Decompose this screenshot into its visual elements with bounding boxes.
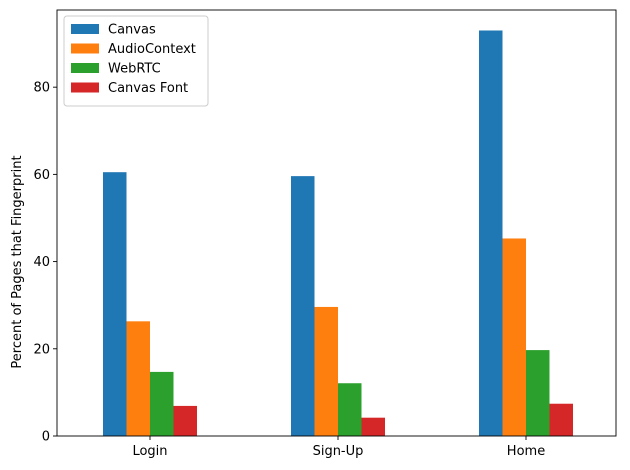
x-tick-label: Sign-Up — [313, 444, 364, 459]
legend-swatch — [71, 43, 99, 54]
legend-label: Canvas Font — [108, 81, 188, 96]
bar-webrtc-home — [526, 350, 550, 436]
legend-label: WebRTC — [108, 62, 161, 77]
bar-canvas-home — [479, 30, 503, 437]
y-tick-label: 20 — [33, 342, 50, 357]
bar-canvas-font-home — [549, 403, 573, 436]
bar-canvas-font-sign-up — [361, 417, 385, 436]
bar-audiocontext-home — [502, 238, 526, 436]
x-tick-label: Home — [507, 444, 545, 459]
bar-canvas-login — [103, 172, 127, 436]
bar-audiocontext-sign-up — [314, 306, 338, 436]
legend-label: AudioContext — [108, 42, 196, 57]
bar-audiocontext-login — [126, 321, 150, 436]
axes-group: 0 20 40 60 80 Login Sign-Up Home — [33, 9, 617, 459]
legend-swatch — [71, 82, 99, 93]
y-tick-label: 80 — [33, 81, 50, 96]
plot-frame — [56, 9, 617, 437]
legend-box — [63, 15, 209, 107]
bar-canvas-sign-up — [291, 176, 315, 436]
bar-webrtc-login — [150, 371, 174, 436]
y-tick-label: 40 — [33, 255, 50, 270]
legend-label: Canvas — [108, 23, 156, 38]
y-tick-label: 0 — [42, 430, 50, 445]
bar-webrtc-sign-up — [338, 383, 362, 436]
y-axis-label: Percent of Pages that Fingerprint — [10, 155, 25, 368]
bar-canvas-font-login — [173, 405, 197, 436]
legend: Canvas AudioContext WebRTC Canvas Font — [63, 15, 209, 107]
legend-swatch — [71, 24, 99, 34]
bars-group — [103, 30, 573, 437]
x-tick-label: Login — [132, 444, 167, 459]
legend-swatch — [71, 63, 99, 73]
y-tick-label: 60 — [33, 168, 50, 183]
